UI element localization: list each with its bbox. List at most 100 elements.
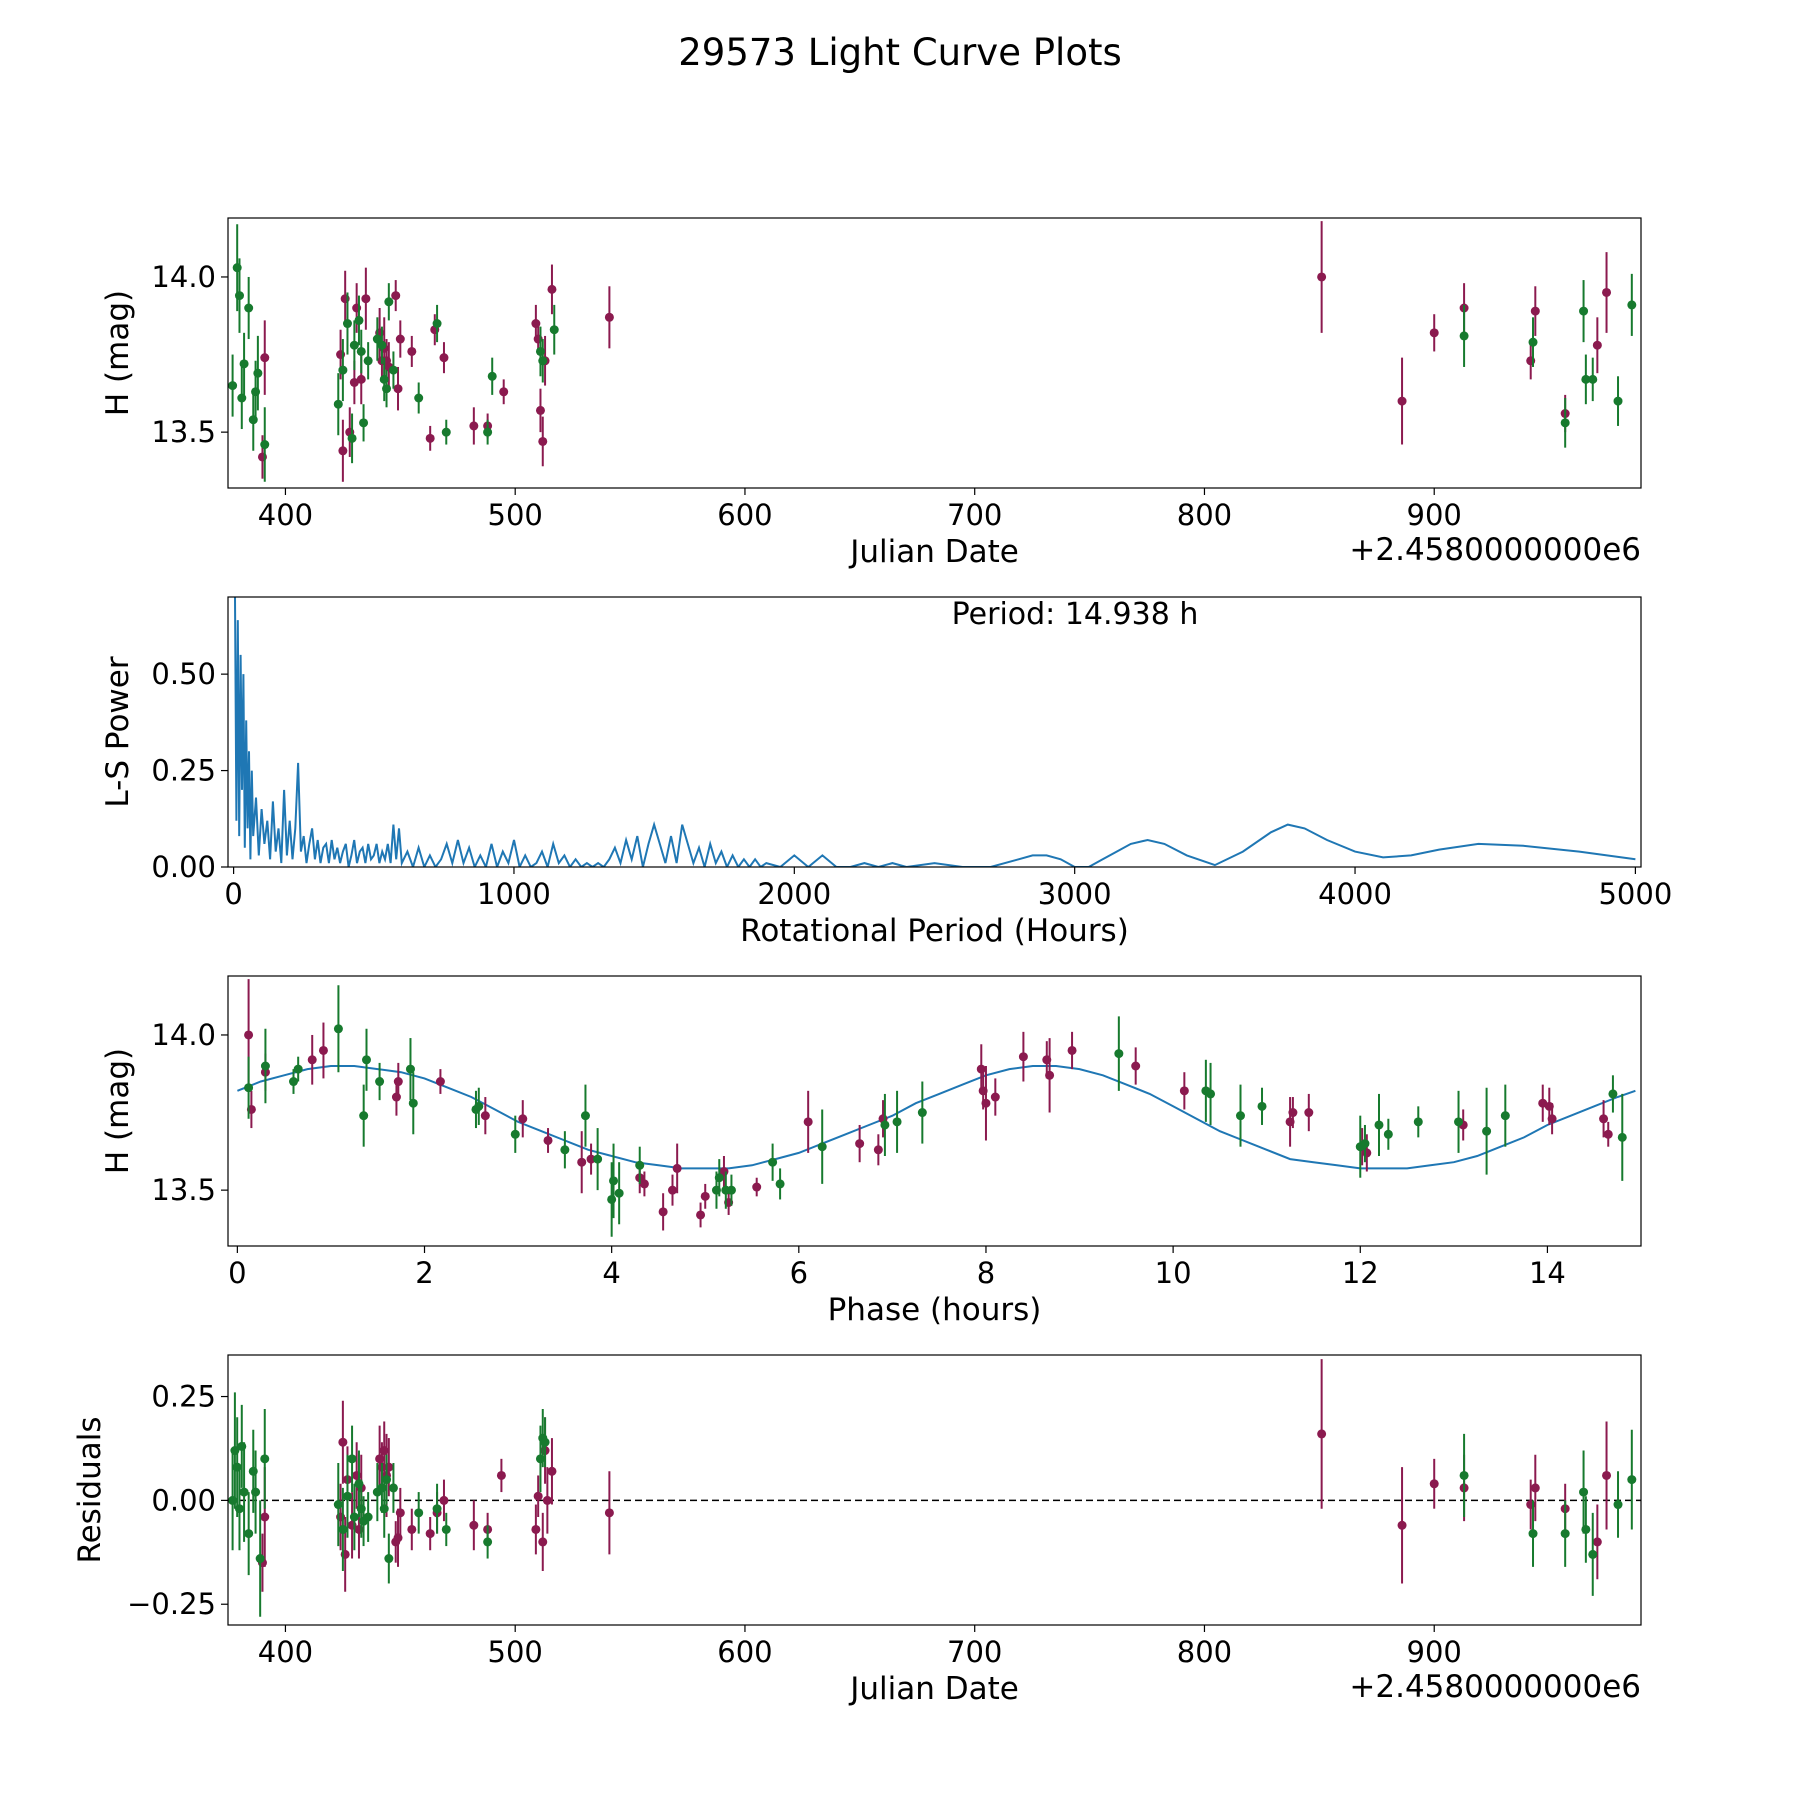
figure-title: 29573 Light Curve Plots	[678, 31, 1122, 74]
data-point-o	[976, 1064, 986, 1074]
data-point-c	[338, 1524, 348, 1534]
data-point-o	[577, 1157, 587, 1167]
data-point-c	[228, 381, 238, 391]
data-point-o	[696, 1210, 706, 1220]
data-point-c	[580, 1111, 590, 1121]
data-point-c	[253, 368, 263, 378]
x-tick-label: 4	[602, 1256, 620, 1290]
data-point-c	[293, 1064, 303, 1074]
data-point-o	[1397, 396, 1407, 406]
data-point-o	[1131, 1061, 1141, 1071]
x-tick-label: 400	[258, 1635, 313, 1669]
axes-frame	[227, 217, 1642, 489]
data-point-c	[361, 1055, 371, 1065]
data-point-c	[635, 1160, 645, 1170]
data-point-c	[382, 384, 392, 394]
data-point-c	[1500, 1111, 1510, 1121]
x-tick-label: 10	[1155, 1256, 1192, 1290]
data-point-c	[1613, 1500, 1623, 1510]
data-point-c	[917, 1108, 927, 1118]
y-tick-label: 13.5	[151, 415, 216, 449]
data-point-o	[361, 294, 371, 304]
x-tick-label: 6	[790, 1256, 808, 1290]
data-point-c	[892, 1117, 902, 1127]
fit-curve	[237, 1065, 1636, 1170]
data-point-c	[1459, 1470, 1469, 1480]
data-point-o	[356, 374, 366, 384]
x-tick-label: 900	[1407, 498, 1462, 532]
x-offset-label: +2.4580000000e6	[1349, 1669, 1641, 1705]
data-point-o	[531, 1524, 541, 1534]
data-point-o	[496, 1470, 506, 1480]
data-point-o	[538, 436, 548, 446]
data-point-c	[1608, 1089, 1618, 1099]
data-point-c	[333, 1024, 343, 1034]
x-tick-label: 1000	[477, 877, 551, 911]
data-point-o	[1304, 1108, 1314, 1118]
data-point-o	[1429, 328, 1439, 338]
data-point-c	[1482, 1126, 1492, 1136]
data-point-c	[1257, 1101, 1267, 1111]
data-point-c	[1579, 306, 1589, 316]
data-point-c	[342, 319, 352, 329]
data-point-c	[1206, 1089, 1216, 1099]
y-tick-label: 0.00	[151, 850, 216, 884]
data-point-c	[359, 418, 369, 428]
axes-frame	[227, 1354, 1642, 1626]
x-tick-label: 3000	[1038, 877, 1112, 911]
data-point-o	[990, 1092, 1000, 1102]
x-axis-label: Julian Date	[848, 1671, 1019, 1707]
data-point-c	[237, 393, 247, 403]
data-point-o	[803, 1117, 813, 1127]
y-tick-label: 0.50	[151, 657, 216, 691]
data-point-c	[347, 433, 357, 443]
data-point-c	[1560, 1529, 1570, 1539]
data-point-c	[384, 297, 394, 307]
x-axis-label: Phase (hours)	[828, 1292, 1042, 1328]
data-point-c	[260, 1061, 270, 1071]
data-point-c	[614, 1188, 624, 1198]
data-point-c	[474, 1101, 484, 1111]
data-point-o	[1547, 1114, 1557, 1124]
data-point-o	[1530, 1483, 1540, 1493]
data-layer	[228, 221, 1637, 482]
data-point-o	[1018, 1052, 1028, 1062]
data-point-o	[981, 1098, 991, 1108]
x-tick-label: 600	[717, 1635, 772, 1669]
data-point-o	[395, 334, 405, 344]
data-point-c	[338, 365, 348, 375]
data-point-o	[1397, 1520, 1407, 1530]
data-point-c	[260, 1454, 270, 1464]
data-point-c	[1617, 1132, 1627, 1142]
data-point-c	[714, 1173, 724, 1183]
data-point-o	[395, 1508, 405, 1518]
data-point-c	[1360, 1139, 1370, 1149]
x-tick-label: 5000	[1598, 877, 1672, 911]
y-axis-label: Residuals	[72, 1416, 108, 1563]
x-tick-label: 12	[1342, 1256, 1379, 1290]
data-point-o	[639, 1179, 649, 1189]
data-point-c	[1413, 1117, 1423, 1127]
data-point-o	[1530, 306, 1540, 316]
data-point-c	[388, 1483, 398, 1493]
data-point-o	[1592, 340, 1602, 350]
panel-periodogram: 0 1000 2000 3000 4000 5000 0.00 0.25 0.50 Rotatio…	[100, 596, 1672, 949]
data-point-c	[414, 393, 424, 403]
data-point-o	[469, 1520, 479, 1530]
data-point-o	[435, 1077, 445, 1087]
data-point-o	[538, 1537, 548, 1547]
data-point-o	[439, 353, 449, 363]
data-point-o	[1602, 287, 1612, 297]
y-tick-label: 14.0	[151, 1018, 216, 1052]
data-point-o	[391, 291, 401, 301]
data-point-o	[260, 353, 270, 363]
data-point-c	[333, 399, 343, 409]
data-point-c	[414, 1508, 424, 1518]
data-point-c	[775, 1179, 785, 1189]
data-point-c	[549, 325, 559, 335]
x-tick-label: 700	[947, 498, 1002, 532]
axes-frame	[227, 975, 1642, 1247]
data-point-o	[1362, 1148, 1372, 1158]
data-point-c	[1383, 1129, 1393, 1139]
